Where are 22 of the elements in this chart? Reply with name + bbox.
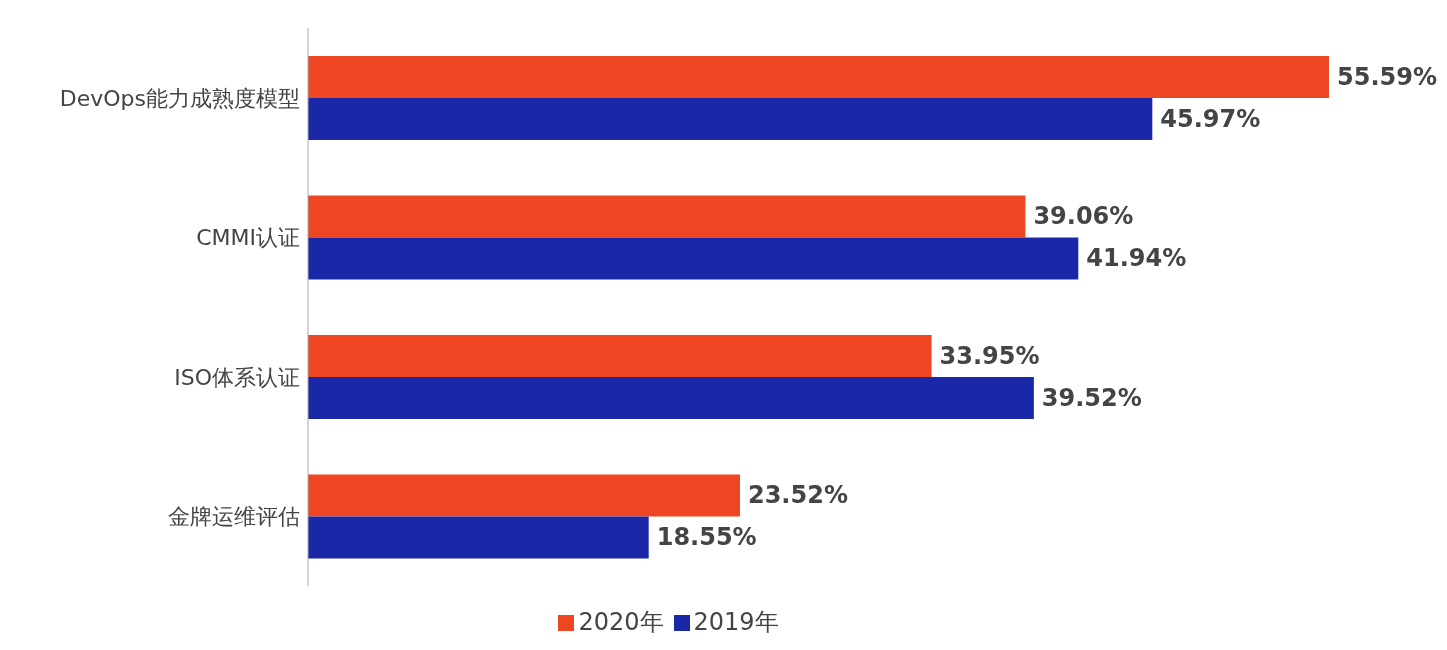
bar — [308, 334, 932, 377]
bar — [308, 55, 1329, 98]
bar — [308, 195, 1026, 238]
y-tick-label: DevOps能力成熟度模型 — [59, 85, 300, 111]
data-label: 23.52% — [747, 481, 848, 510]
data-label: 33.95% — [939, 341, 1040, 370]
bar — [308, 474, 740, 517]
data-label: 41.94% — [1086, 244, 1187, 273]
legend-label: 2020年 — [578, 608, 664, 636]
data-label: 55.59% — [1337, 62, 1437, 91]
y-tick-label: ISO体系认证 — [174, 364, 300, 390]
data-label: 45.97% — [1160, 104, 1261, 133]
y-tick-label: 金牌运维评估 — [168, 504, 300, 530]
legend-label: 2019年 — [693, 608, 779, 636]
data-label: 39.06% — [1033, 202, 1134, 231]
bar — [308, 516, 649, 559]
data-label: 39.52% — [1041, 383, 1142, 412]
data-label: 18.55% — [656, 523, 757, 552]
bar — [308, 237, 1079, 280]
bar — [308, 376, 1034, 419]
bar — [308, 97, 1153, 140]
y-tick-label: CMMI认证 — [196, 225, 300, 251]
